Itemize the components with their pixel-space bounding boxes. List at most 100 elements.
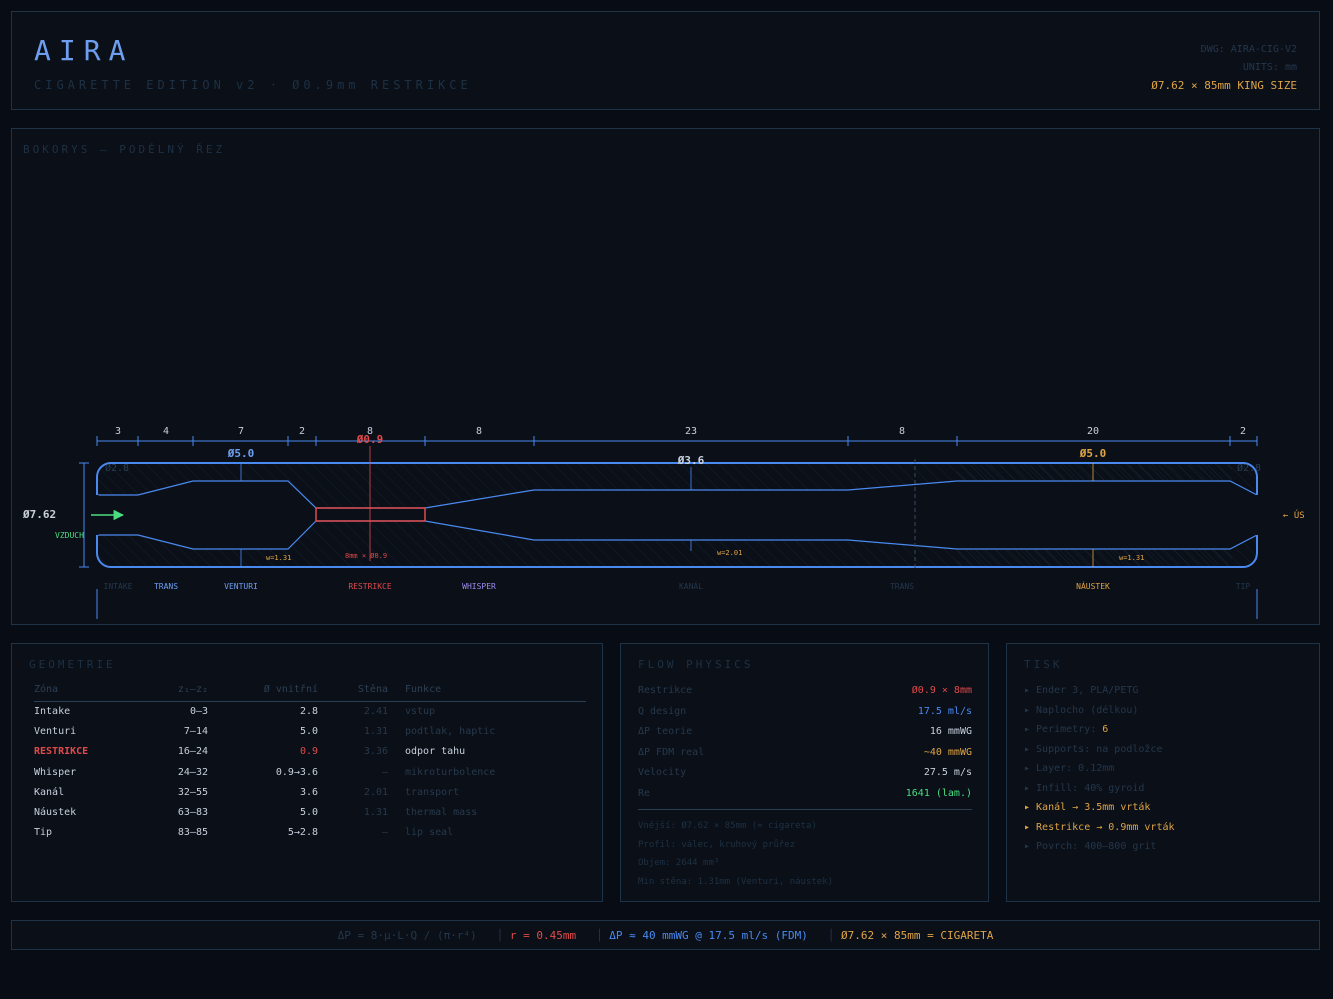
cell-zona: Intake	[34, 705, 71, 717]
col-f: Funkce	[388, 684, 586, 702]
tisk-item-value: 6	[1102, 724, 1109, 735]
cell-w: 2.01	[363, 786, 388, 798]
cell-d: 2.8	[299, 705, 318, 717]
footer-sep: │	[496, 929, 504, 942]
cell-f: podtlak, haptic	[405, 725, 496, 737]
tisk-item: ▸ Layer: 0.12mm	[1024, 763, 1114, 774]
restr-label: 8mm × Ø0.9	[345, 552, 387, 560]
dim-whisper: 8	[476, 426, 482, 437]
zone-tip: TIP	[1236, 582, 1251, 591]
table-row: RESTRIKCE 16–24 0.9 3.36 odpor tahu	[34, 742, 586, 762]
dim-intake: 3	[115, 426, 121, 437]
flow-key: ΔP teorie	[638, 726, 693, 737]
zone-kanal: KANÁL	[679, 580, 703, 591]
cell-d: 0.9	[299, 746, 318, 758]
side-view-panel: BOKORYS — PODÉLNÝ ŘEZ 3 4 7	[11, 128, 1320, 625]
flow-panel: FLOW PHYSICS Restrikce Ø0.9 × 8mm Q design…	[620, 643, 989, 902]
flow-value: 1641 (lam.)	[905, 787, 972, 799]
table-row: Náustek 63–83 5.0 1.31 thermal mass	[34, 802, 586, 822]
diameter-restrikce: Ø0.9	[356, 433, 384, 446]
cell-zona: Tip	[34, 827, 53, 839]
cell-z: 32–55	[177, 786, 208, 798]
geometry-title: GEOMETRIE	[29, 658, 116, 671]
cell-f: thermal mass	[405, 807, 478, 819]
tisk-item: ▸ Ender 3, PLA/PETG	[1024, 685, 1138, 696]
dim-tip: 2	[1240, 426, 1246, 437]
cell-z: 16–24	[177, 746, 208, 758]
dimension-ticks	[96, 436, 1258, 446]
col-z: z₁–z₂	[144, 684, 208, 702]
dim-trans2: 2	[299, 426, 305, 437]
tisk-item-text: ▸ Ender 3, PLA/PETG	[1024, 685, 1139, 696]
cell-f: vstup	[405, 705, 436, 717]
flow-title: FLOW PHYSICS	[638, 658, 754, 671]
flow-key: Restrikce	[638, 685, 693, 696]
table-row: Venturi 7–14 5.0 1.31 podtlak, haptic	[34, 721, 586, 741]
zone-intake: INTAKE	[104, 582, 133, 591]
flow-row: ΔP FDM real ~40 mmWG	[638, 747, 972, 761]
flow-key: ΔP FDM real	[638, 746, 705, 758]
cell-w: 1.31	[363, 725, 388, 737]
flow-note: Profil: válec, kruhový průřez	[638, 839, 796, 850]
cell-z: 24–32	[177, 766, 208, 778]
outer-diameter: Ø7.62	[22, 508, 56, 521]
brand-title: AIRA	[34, 34, 134, 67]
dim-naustek: 20	[1087, 426, 1099, 437]
flow-value: ~40 mmWG	[923, 746, 972, 758]
cell-f: transport	[405, 786, 460, 798]
cell-z: 83–85	[177, 827, 208, 839]
tisk-item: ▸ Infill: 40% gyroid	[1024, 783, 1144, 794]
cell-z: 63–83	[177, 807, 208, 819]
table-row: Whisper 24–32 0.9→3.6 — mikroturbolence	[34, 762, 586, 782]
cell-d: 5.0	[299, 725, 318, 737]
flow-value: 27.5 m/s	[923, 767, 972, 778]
flow-value: Ø0.9 × 8mm	[911, 685, 972, 696]
tisk-item-text: ▸ Povrch: 400–800 grit	[1024, 841, 1157, 852]
cell-zona: Náustek	[34, 807, 77, 819]
dim-trans3: 8	[899, 426, 905, 437]
cell-d: 0.9→3.6	[275, 766, 318, 778]
cell-w: 1.31	[363, 807, 388, 819]
zone-whisper: WHISPER	[462, 582, 496, 591]
tisk-item-text: ▸ Naplocho (délkou)	[1024, 704, 1139, 716]
size-label: Ø7.62 × 85mm KING SIZE	[1151, 79, 1297, 92]
cell-f: odpor tahu	[405, 746, 466, 758]
dim-trans: 4	[163, 426, 169, 437]
wall-venturi: w=1.31	[266, 554, 291, 562]
tisk-item: ▸ Perimetry: 6	[1024, 724, 1108, 735]
geometry-table: Zóna z₁–z₂ Ø vnitřní Stěna Funkce Intake…	[34, 684, 586, 843]
units-label: UNITS: mm	[1242, 62, 1297, 73]
dim-restrikce: 8	[367, 426, 373, 437]
diameter-venturi: Ø5.0	[227, 447, 255, 460]
footer-size: Ø7.62 × 85mm = CIGARETA	[841, 929, 994, 942]
cell-f: mikroturbolence	[405, 766, 496, 778]
cell-zona: Kanál	[34, 786, 65, 798]
cell-d: 5.0	[299, 807, 318, 819]
flow-note: Min stěna: 1.31mm (Venturi, náustek)	[638, 876, 834, 887]
cell-zona: Venturi	[34, 725, 77, 737]
dim-kanal: 23	[685, 426, 697, 437]
flow-note: Objem: 2644 mm³	[638, 858, 720, 868]
footer-strip: ΔP = 8·μ·L·Q / (π·r⁴) │ r = 0.45mm │ ΔP …	[12, 929, 1319, 942]
cross-section-drawing: 3 4 7 2 8 8 23 8 20 2 Ø2.8 Ø5.0	[22, 426, 1305, 619]
cell-w: 2.41	[363, 705, 388, 717]
tisk-item-text: ▸ Infill: 40% gyroid	[1024, 782, 1145, 794]
flow-value: 17.5 ml/s	[917, 705, 972, 717]
flow-row: Restrikce Ø0.9 × 8mm	[638, 685, 972, 699]
tisk-item: ▸ Kanál → 3.5mm vrták	[1024, 802, 1150, 813]
col-d: Ø vnitřní	[208, 684, 318, 702]
zone-trans2: TRANS	[890, 582, 914, 591]
col-w: Stěna	[318, 684, 388, 702]
cell-d: 5→2.8	[287, 827, 318, 839]
zone-venturi: VENTURI	[224, 582, 258, 591]
tisk-item-text: ▸ Supports: na podložce	[1024, 743, 1163, 755]
tisk-item-text: ▸ Perimetry:	[1024, 724, 1103, 735]
tisk-item: ▸ Povrch: 400–800 grit	[1024, 841, 1156, 852]
table-row: Intake 0–3 2.8 2.41 vstup	[34, 701, 586, 721]
flow-key: Velocity	[638, 767, 687, 778]
cell-f: lip seal	[405, 827, 454, 839]
flow-row: Re 1641 (lam.)	[638, 788, 972, 802]
flow-row: ΔP teorie 16 mmWG	[638, 726, 972, 740]
zone-trans: TRANS	[154, 582, 178, 591]
cell-zona: Whisper	[34, 766, 77, 778]
